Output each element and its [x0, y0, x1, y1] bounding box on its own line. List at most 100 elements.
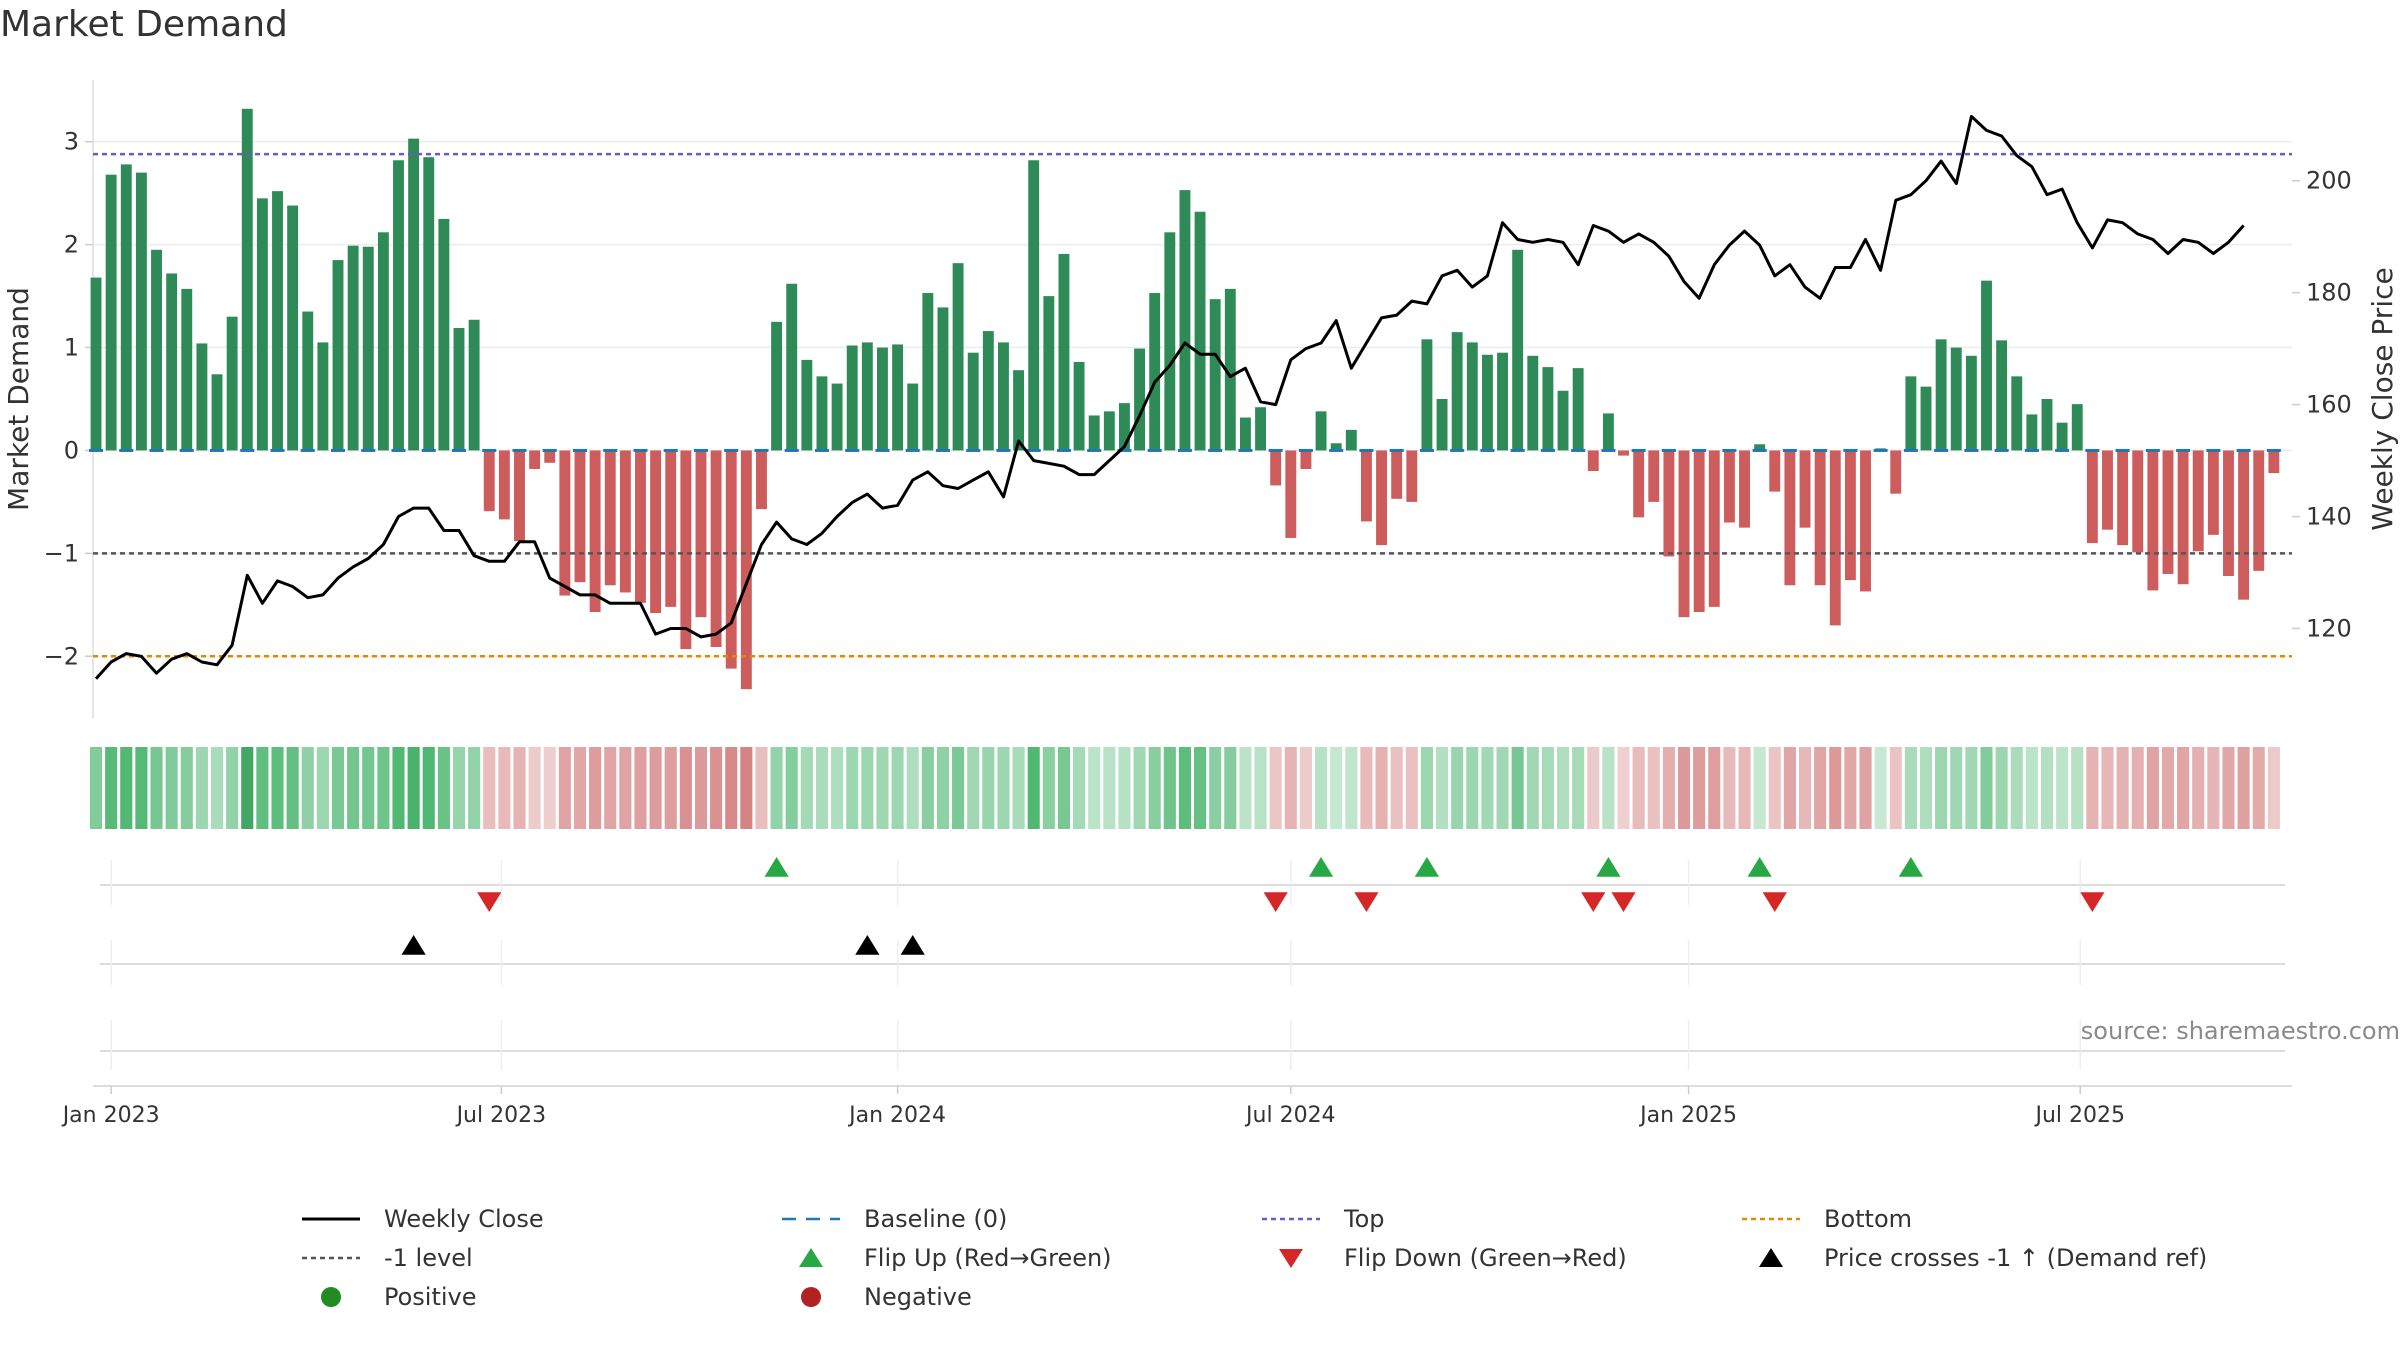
demand-bar — [619, 450, 631, 593]
demand-bar — [1950, 347, 1962, 451]
heat-cell — [1723, 747, 1736, 829]
demand-bar — [2268, 450, 2280, 474]
heat-cell — [1617, 747, 1630, 829]
demand-bar — [1285, 450, 1297, 538]
heat-cell — [1027, 747, 1040, 829]
demand-bar — [1890, 450, 1902, 494]
flip-down-marker — [1263, 892, 1288, 912]
circle-icon — [801, 1287, 821, 1307]
demand-bar — [2117, 450, 2129, 546]
heat-cell — [694, 747, 708, 829]
heat-cell — [1345, 747, 1358, 829]
demand-bar — [1239, 417, 1251, 451]
demand-bar — [1965, 355, 1977, 451]
demand-bar — [2238, 450, 2250, 600]
demand-bar — [1088, 415, 1100, 451]
legend-item-baseline: Baseline (0) — [780, 1205, 1007, 1233]
heat-cell — [1572, 747, 1585, 829]
demand-bar — [1194, 211, 1206, 451]
heat-cell — [195, 747, 208, 829]
heat-cell — [1844, 747, 1857, 829]
heat-cell — [468, 747, 481, 829]
heat-cell — [1935, 747, 1948, 829]
demand-bar — [2011, 376, 2023, 451]
heat-cell — [1783, 747, 1796, 829]
demand-bar — [272, 191, 283, 451]
heat-cell — [2161, 747, 2175, 829]
heat-cell — [619, 747, 632, 829]
demand-bar — [377, 232, 389, 451]
demand-bar — [1618, 450, 1629, 456]
demand-bar — [1693, 450, 1705, 613]
y2-axis-title: Weekly Close Price — [2366, 267, 2399, 530]
demand-bar — [2102, 450, 2113, 530]
demand-bar — [1587, 450, 1599, 472]
demand-bar — [1708, 450, 1720, 607]
heat-cell — [452, 747, 466, 829]
x-tick-label: Jul 2024 — [1244, 1103, 1336, 1128]
heat-cell — [1511, 747, 1524, 829]
demand-bar — [1633, 450, 1645, 518]
demand-bar — [604, 450, 616, 586]
heat-cell — [150, 747, 163, 829]
demand-bar — [105, 174, 117, 451]
demand-bar — [846, 345, 858, 451]
demand-bars — [90, 108, 2280, 690]
demand-bar — [2026, 414, 2038, 451]
demand-bar — [1754, 444, 1766, 451]
demand-bar — [1527, 355, 1539, 451]
flip-down-marker — [1611, 892, 1636, 912]
x-tick-label: Jul 2023 — [455, 1103, 547, 1128]
demand-heat-strip — [89, 747, 2280, 829]
heat-cell — [1904, 747, 1917, 829]
demand-bar — [967, 352, 979, 451]
heat-cell — [1798, 747, 1812, 829]
y2-tick-label: 180 — [2306, 279, 2352, 307]
legend-label: Positive — [384, 1283, 477, 1311]
y-tick-label: −2 — [44, 642, 79, 670]
legend-item-flip-down: Flip Down (Green→Red) — [1260, 1244, 1627, 1272]
demand-bar — [1103, 411, 1115, 451]
demand-bar — [2056, 422, 2068, 451]
heat-cell — [1874, 747, 1887, 829]
triangle-up-icon — [1759, 1248, 1783, 1267]
heat-cell — [1360, 747, 1373, 829]
demand-bar — [1043, 296, 1055, 451]
demand-bar — [1648, 450, 1660, 502]
heat-cell — [1738, 747, 1751, 829]
heat-cell — [952, 747, 965, 829]
demand-bar — [332, 260, 344, 451]
demand-bar — [1799, 450, 1811, 528]
demand-bar — [1345, 429, 1357, 451]
demand-bar — [1466, 342, 1478, 451]
y2-tick-label: 200 — [2306, 167, 2352, 195]
demand-bar — [1073, 361, 1085, 451]
x-tick-label: Jan 2025 — [1638, 1103, 1737, 1128]
heat-cell — [407, 747, 420, 829]
demand-bar — [695, 450, 707, 618]
demand-bar — [1769, 450, 1781, 492]
demand-bar — [2086, 450, 2098, 544]
flip-down-marker — [477, 892, 502, 912]
heat-cell — [1995, 747, 2008, 829]
heat-cell — [1859, 747, 1872, 829]
heat-cell — [1647, 747, 1660, 829]
demand-bar — [1784, 450, 1796, 586]
flip-up-marker — [1747, 857, 1772, 877]
reference-lines — [89, 152, 2292, 658]
heat-cell — [316, 747, 329, 829]
demand-bar — [2041, 399, 2053, 451]
chart-title: Market Demand — [0, 4, 288, 45]
demand-bar — [120, 164, 132, 451]
heat-cell — [1012, 747, 1025, 829]
legend-label: Bottom — [1824, 1205, 1913, 1233]
demand-bar — [922, 293, 934, 451]
heat-cell — [543, 747, 556, 829]
flip-up-marker — [1308, 857, 1334, 877]
heat-cell — [1965, 747, 1978, 829]
legend-label: Flip Down (Green→Red) — [1344, 1244, 1627, 1272]
demand-bar — [1829, 450, 1841, 626]
heat-cell — [589, 747, 602, 829]
heat-cell — [815, 747, 829, 829]
demand-bar — [1602, 413, 1614, 451]
